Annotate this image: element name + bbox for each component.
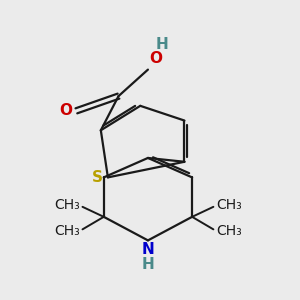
Text: O: O	[59, 103, 72, 118]
Text: CH₃: CH₃	[216, 224, 242, 238]
Text: N: N	[142, 242, 154, 257]
Text: S: S	[92, 170, 103, 185]
Text: H: H	[156, 37, 169, 52]
Text: CH₃: CH₃	[216, 198, 242, 212]
Text: CH₃: CH₃	[54, 198, 80, 212]
Text: H: H	[142, 256, 154, 272]
Text: CH₃: CH₃	[54, 224, 80, 238]
Text: O: O	[149, 51, 162, 66]
